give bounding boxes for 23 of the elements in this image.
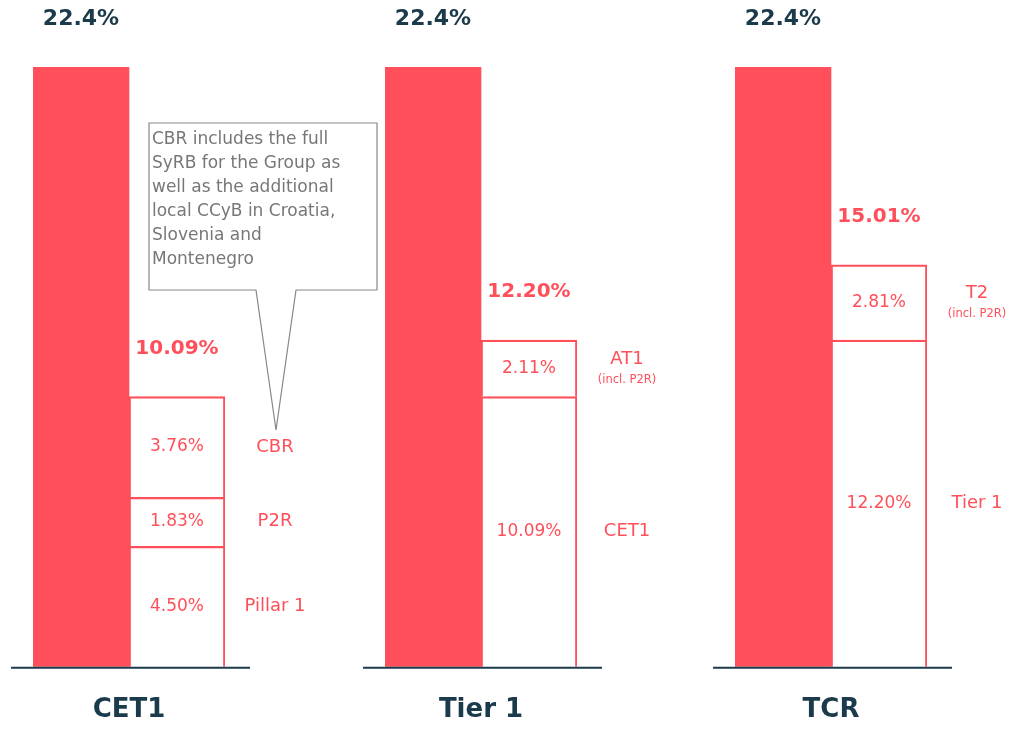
data-label: 4.50% <box>149 594 205 615</box>
annotation: CBR includes the full SyRB for the Group as well as the additional local CCyB in Croatia, Slovenia and Montenegro <box>152 127 342 270</box>
series-label: Tier 1 <box>950 491 1003 513</box>
series-label: CET1 <box>603 519 651 541</box>
total-label: 10.09% <box>135 334 219 359</box>
series-label: AT1 (incl. P2R) <box>597 347 657 387</box>
x-axis-title: Tier 1 <box>438 693 524 724</box>
data-label: 22.4% <box>42 4 120 30</box>
total-label: 12.20% <box>487 278 571 303</box>
series-label: CBR <box>256 434 294 456</box>
data-label: 3.76% <box>149 435 205 456</box>
data-label: 12.20% <box>846 491 912 512</box>
series-label: Pillar 1 <box>244 594 306 616</box>
series-label: T2 (incl. P2R) <box>947 281 1007 321</box>
data-label: 22.4% <box>744 4 822 30</box>
x-axis-title: CET1 <box>92 693 166 724</box>
data-label: 1.83% <box>149 510 205 531</box>
total-label: 15.01% <box>837 203 921 228</box>
data-label: 22.4% <box>394 4 472 30</box>
series-label: P2R <box>257 509 293 531</box>
data-label: 10.09% <box>496 520 562 541</box>
x-axis-title: TCR <box>802 693 860 724</box>
data-label: 2.81% <box>851 290 907 311</box>
